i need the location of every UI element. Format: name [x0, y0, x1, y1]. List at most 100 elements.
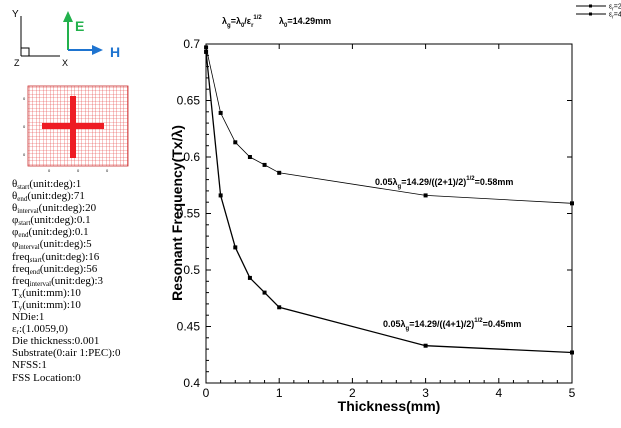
parameter-symbol: Die thickness:0.001: [12, 335, 100, 348]
data-point: [233, 245, 238, 250]
cross-vertical-arm: [70, 96, 76, 158]
parameter-value: (unit:deg):5: [39, 238, 92, 251]
data-point: [262, 290, 267, 295]
parameter-subscript: start: [29, 255, 42, 264]
thumb-x-tick: 0: [106, 168, 109, 173]
data-point: [218, 193, 223, 198]
parameter-line: θstart(unit:deg):1: [12, 178, 182, 191]
parameter-symbol: φ: [12, 238, 19, 251]
parameter-line: Substrate(0:air 1:PEC):0: [12, 347, 182, 359]
data-point: [247, 155, 252, 159]
parameter-symbol: T: [12, 298, 19, 311]
parameter-symbol: freq: [12, 250, 30, 263]
series-line: [205, 51, 573, 354]
simulation-parameters: θstart(unit:deg):1 θend(unit:deg):71 θ inte…: [12, 178, 182, 384]
parameter-value: (unit:mm):10: [22, 298, 81, 311]
data-point: [233, 140, 238, 145]
data-point: [570, 350, 574, 355]
annotation-label: 0.05λg=14.29/((4+1)/2)1/2=0.45mm: [383, 318, 521, 332]
parameter-symbol: freq: [12, 262, 30, 275]
parameter-line: Tx(unit:mm):10: [12, 286, 182, 300]
parameter-subscript: x: [18, 291, 23, 300]
parameter-subscript: end: [29, 267, 40, 276]
parameter-line: Die thickness:0.001: [12, 335, 182, 347]
parameter-value: (unit:deg):0.1: [28, 226, 89, 239]
parameter-line: freqstart(unit:deg):16: [12, 250, 182, 264]
parameter-line: φstart(unit:deg):0.1: [12, 214, 182, 228]
legend-entry: εr=4: [609, 12, 621, 21]
chart-legend: εr=2εr=4: [576, 4, 621, 21]
h-field-label: H: [110, 44, 120, 60]
thumb-x-tick: 0: [48, 168, 51, 173]
parameter-symbol: freq: [12, 274, 30, 287]
parameter-line: freqend(unit:deg):56: [12, 262, 182, 276]
parameter-subscript: y: [18, 303, 23, 312]
parameter-subscript: start: [18, 219, 31, 228]
resonant-frequency-chart: λg=λ0/εr1/2 λ0=14.29mm εr=2εr=4 0 1 2 3 4 5 0.4…: [169, 4, 621, 415]
data-point: [204, 49, 209, 54]
parameter-subscript: r: [16, 328, 19, 337]
y-axis-label: Y: [12, 9, 19, 20]
thumb-y-tick: 0: [23, 96, 26, 101]
parameter-value: (unit:deg):3: [51, 274, 104, 287]
y-tick-label: 0.45: [177, 320, 201, 334]
y-tick-label: 0.65: [177, 94, 201, 108]
annotation-label: 0.05λg=14.29/((2+1)/2)1/2=0.58mm: [375, 176, 513, 190]
parameter-symbol: NFSS:1: [12, 359, 47, 372]
parameter-subscript: start: [17, 183, 30, 191]
chart-title: λg=λ0/εr1/2 λ0=14.29mm: [222, 15, 331, 29]
parameter-line: φinterval(unit:deg):5: [12, 238, 182, 252]
z-axis-marker: [21, 47, 30, 56]
y-tick-label: 0.4: [183, 376, 200, 390]
data-point: [277, 305, 282, 310]
x-tick-label: 4: [495, 386, 502, 400]
e-field-arrowhead: [63, 11, 73, 22]
parameter-symbol: φ: [12, 214, 19, 227]
x-tick-label: 5: [569, 386, 576, 400]
thumb-y-tick: 0: [23, 152, 26, 157]
parameter-line: φend(unit:deg):0.1: [12, 226, 182, 240]
parameter-value: (unit:deg):0.1: [30, 214, 91, 227]
parameter-value: (unit:deg):56: [39, 262, 98, 275]
x-tick-label: 0: [203, 386, 210, 400]
parameter-value: (unit:deg):20: [38, 202, 97, 215]
parameter-value: (unit:deg):16: [41, 250, 100, 263]
parameter-line: freqinterval(unit:deg):3: [12, 274, 182, 288]
x-tick-label: 1: [276, 386, 283, 400]
parameter-symbol: ε: [12, 323, 17, 336]
parameter-value: (unit:deg):1: [29, 178, 82, 190]
fss-unit-cell-thumbnail: 0 0 0 0 0 0: [23, 85, 129, 173]
plot-frame: [205, 43, 573, 384]
legend-entry: εr=2: [609, 4, 621, 13]
data-point: [423, 193, 428, 198]
axes-orientation-icon: Y Z X E H: [12, 9, 120, 68]
parameter-subscript: interval: [29, 279, 52, 288]
parameter-symbol: FSS Location:0: [12, 371, 81, 384]
series-line: [205, 47, 573, 204]
parameter-line: NFSS:1: [12, 359, 182, 371]
e-field-label: E: [75, 18, 84, 34]
z-axis-label: Z: [14, 58, 20, 68]
title-lambda-g: λg=λ0/εr1/2: [222, 15, 262, 29]
x-axis-label: X: [62, 58, 68, 68]
parameter-value: (unit:mm):10: [22, 286, 81, 299]
parameter-symbol: θ: [12, 190, 18, 203]
parameter-subscript: interval: [18, 243, 40, 252]
y-tick-label: 0.5: [183, 263, 200, 277]
data-point: [262, 162, 267, 167]
parameter-line: FSS Location:0: [12, 372, 182, 384]
y-tick-label: 0.6: [183, 150, 200, 164]
parameter-line: θend(unit:deg):71: [12, 190, 182, 203]
parameter-value: :(1.0059,0): [18, 323, 68, 336]
parameter-line: εr:(1.0059,0): [12, 323, 182, 337]
data-point: [218, 110, 223, 115]
data-point: [277, 170, 282, 175]
parameter-value: (unit:deg):71: [27, 190, 85, 203]
data-point: [570, 201, 574, 206]
y-tick-label: 0.55: [177, 207, 201, 221]
title-lambda-0: λ0=14.29mm: [279, 16, 331, 29]
parameter-symbol: NDie:1: [12, 311, 45, 324]
parameter-subscript: end: [18, 231, 29, 240]
legend-marker: [589, 12, 592, 16]
y-tick-label: 0.7: [183, 37, 200, 51]
